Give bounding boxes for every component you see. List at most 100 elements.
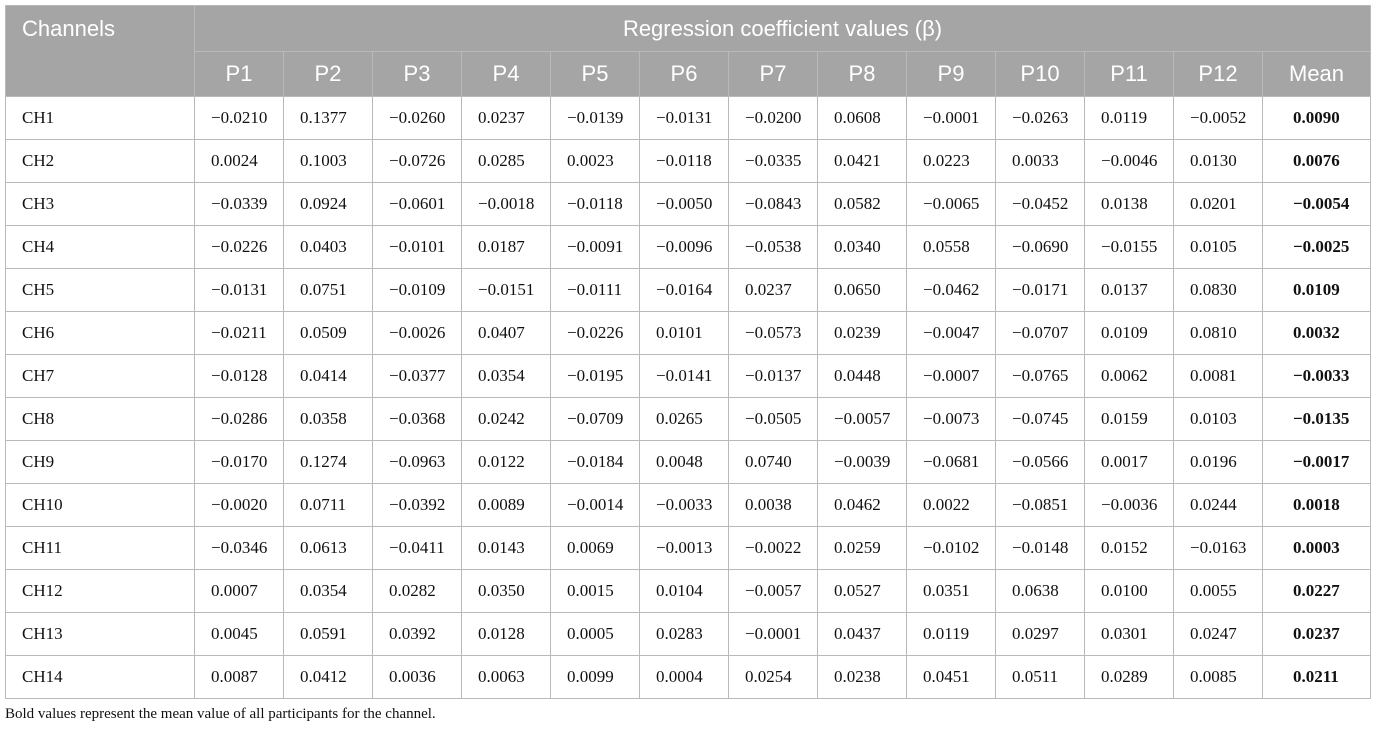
coefficient-cell: −0.0111 [550, 268, 640, 312]
coefficient-cell: −0.0195 [550, 354, 640, 398]
coefficient-cell: 0.0022 [906, 483, 996, 527]
coefficient-cell: 0.0138 [1084, 182, 1174, 226]
coefficient-cell: 0.0527 [817, 569, 907, 613]
column-header-p6: P6 [639, 51, 729, 97]
coefficient-cell: 0.0448 [817, 354, 907, 398]
column-header-p4: P4 [461, 51, 551, 97]
coefficient-cell: −0.0057 [817, 397, 907, 441]
coefficient-cell: 0.0105 [1173, 225, 1263, 269]
coefficient-cell: 0.0201 [1173, 182, 1263, 226]
coefficient-cell: −0.0050 [639, 182, 729, 226]
coefficient-cell: −0.0505 [728, 397, 818, 441]
table-row: CH2 0.0024 0.1003 −0.0726 0.0285 0.0023 −0.011… [5, 139, 1372, 183]
coefficient-cell: −0.0128 [194, 354, 284, 398]
coefficient-cell: −0.0046 [1084, 139, 1174, 183]
coefficient-cell: 0.1003 [283, 139, 373, 183]
mean-value-cell: −0.0033 [1261, 354, 1372, 398]
coefficient-cell: 0.0437 [817, 612, 907, 656]
table-header: Channels Regression coefficient values (… [5, 5, 1372, 97]
coefficient-cell: −0.0057 [728, 569, 818, 613]
column-header-mean: Mean [1261, 51, 1372, 97]
channel-label: CH3 [5, 182, 195, 226]
coefficient-cell: 0.0069 [550, 526, 640, 570]
table-row: CH4 −0.0226 0.0403 −0.0101 0.0187 −0.0091 −0.0… [5, 225, 1372, 269]
coefficient-cell: −0.0052 [1173, 96, 1263, 140]
coefficient-cell: 0.0451 [906, 655, 996, 699]
coefficient-cell: −0.0148 [995, 526, 1085, 570]
coefficient-cell: −0.0462 [906, 268, 996, 312]
coefficient-cell: 0.0259 [817, 526, 907, 570]
table-row: CH11 −0.0346 0.0613 −0.0411 0.0143 0.0069 −0.0… [5, 526, 1372, 570]
coefficient-cell: 0.0638 [995, 569, 1085, 613]
coefficient-cell: −0.0411 [372, 526, 462, 570]
coefficient-cell: 0.0297 [995, 612, 1085, 656]
column-header-p2: P2 [283, 51, 373, 97]
coefficient-cell: 0.0087 [194, 655, 284, 699]
table-row: CH12 0.0007 0.0354 0.0282 0.0350 0.0015 0.0104… [5, 569, 1372, 613]
coefficient-cell: 0.0196 [1173, 440, 1263, 484]
coefficient-cell: −0.0377 [372, 354, 462, 398]
coefficient-cell: 0.0810 [1173, 311, 1263, 355]
coefficient-cell: 0.0301 [1084, 612, 1174, 656]
coefficient-cell: 0.0128 [461, 612, 551, 656]
coefficient-cell: 0.0152 [1084, 526, 1174, 570]
coefficient-cell: −0.0026 [372, 311, 462, 355]
coefficient-cell: −0.0109 [372, 268, 462, 312]
coefficient-cell: −0.0335 [728, 139, 818, 183]
coefficient-cell: −0.0091 [550, 225, 640, 269]
coefficient-cell: 0.0017 [1084, 440, 1174, 484]
coefficient-cell: 0.0143 [461, 526, 551, 570]
channel-label: CH9 [5, 440, 195, 484]
coefficient-cell: 0.0109 [1084, 311, 1174, 355]
coefficient-cell: −0.0013 [639, 526, 729, 570]
table-row: CH6 −0.0211 0.0509 −0.0026 0.0407 −0.0226 0.01… [5, 311, 1372, 355]
coefficient-cell: 0.0354 [461, 354, 551, 398]
coefficient-cell: −0.0155 [1084, 225, 1174, 269]
channels-column-header: Channels [5, 5, 195, 97]
coefficient-cell: −0.0707 [995, 311, 1085, 355]
coefficient-cell: 0.0558 [906, 225, 996, 269]
mean-value-cell: 0.0211 [1261, 655, 1372, 699]
coefficient-cell: −0.0047 [906, 311, 996, 355]
mean-value-cell: 0.0237 [1261, 612, 1372, 656]
coefficient-cell: −0.0018 [461, 182, 551, 226]
coefficient-cell: 0.0238 [817, 655, 907, 699]
coefficient-cell: 0.0511 [995, 655, 1085, 699]
channel-label: CH10 [5, 483, 195, 527]
coefficient-cell: 0.0015 [550, 569, 640, 613]
coefficient-cell: −0.0036 [1084, 483, 1174, 527]
coefficient-cell: −0.0690 [995, 225, 1085, 269]
coefficient-cell: −0.0139 [550, 96, 640, 140]
channel-label: CH8 [5, 397, 195, 441]
channel-label: CH14 [5, 655, 195, 699]
coefficient-cell: −0.0681 [906, 440, 996, 484]
coefficient-cell: 0.0103 [1173, 397, 1263, 441]
coefficient-cell: −0.0171 [995, 268, 1085, 312]
coefficient-cell: −0.0118 [550, 182, 640, 226]
coefficient-cell: −0.0392 [372, 483, 462, 527]
coefficient-cell: −0.0745 [995, 397, 1085, 441]
coefficient-cell: 0.0924 [283, 182, 373, 226]
coefficient-cell: −0.0163 [1173, 526, 1263, 570]
coefficient-cell: 0.0613 [283, 526, 373, 570]
channel-label: CH7 [5, 354, 195, 398]
table-row: CH14 0.0087 0.0412 0.0036 0.0063 0.0099 0.0004… [5, 655, 1372, 699]
coefficient-cell: −0.0538 [728, 225, 818, 269]
coefficient-cell: −0.0039 [817, 440, 907, 484]
regression-group-header: Regression coefficient values (β) [193, 5, 1372, 52]
coefficient-cell: −0.0260 [372, 96, 462, 140]
coefficient-cell: 0.0462 [817, 483, 907, 527]
coefficient-cell: −0.0368 [372, 397, 462, 441]
mean-value-cell: −0.0135 [1261, 397, 1372, 441]
coefficient-cell: 0.0414 [283, 354, 373, 398]
coefficient-cell: −0.0346 [194, 526, 284, 570]
coefficient-cell: 0.0354 [283, 569, 373, 613]
mean-value-cell: 0.0003 [1261, 526, 1372, 570]
coefficient-cell: 0.0247 [1173, 612, 1263, 656]
coefficient-cell: 0.0582 [817, 182, 907, 226]
column-header-p12: P12 [1173, 51, 1263, 97]
coefficient-cell: −0.0022 [728, 526, 818, 570]
mean-value-cell: −0.0017 [1261, 440, 1372, 484]
mean-value-cell: 0.0032 [1261, 311, 1372, 355]
coefficient-cell: 0.0358 [283, 397, 373, 441]
